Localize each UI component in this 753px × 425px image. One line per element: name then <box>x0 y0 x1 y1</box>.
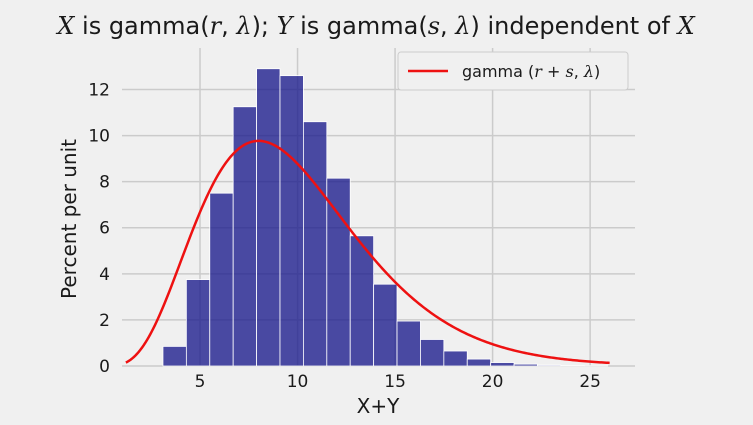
y-tick-label: 10 <box>88 127 110 147</box>
legend-box <box>397 51 629 91</box>
y-tick-label: 4 <box>99 265 110 285</box>
histogram-bar <box>490 362 515 367</box>
histogram-bar <box>513 363 538 367</box>
x-tick-label: 25 <box>579 372 601 392</box>
x-axis-label: X+Y <box>357 394 400 418</box>
histogram-bar <box>185 279 211 367</box>
histogram-bar <box>443 350 468 367</box>
grid-lines <box>122 48 635 367</box>
x-tick-labels: 5 10 15 20 25 <box>195 372 601 392</box>
histogram-bar <box>326 177 351 367</box>
x-tick-label: 15 <box>384 372 406 392</box>
histogram-bar <box>420 339 445 367</box>
y-tick-label: 0 <box>99 357 110 377</box>
histogram-bar <box>256 68 281 367</box>
legend: gamma (r + s, λ) <box>397 51 629 91</box>
histogram-bar <box>162 346 187 367</box>
gamma-density-curve <box>125 139 610 365</box>
y-tick-labels: 0 2 4 6 8 10 12 <box>88 80 110 377</box>
legend-curve-label: gamma (r + s, λ) <box>462 62 600 81</box>
chart-title: X is gamma(r, λ); Y is gamma(s, λ) indep… <box>55 12 695 40</box>
histogram-bars <box>162 68 609 367</box>
histogram-bar <box>537 364 562 367</box>
y-tick-label: 8 <box>99 173 110 193</box>
histogram-bar <box>209 192 234 367</box>
y-axis-label: Percent per unit <box>57 139 81 299</box>
x-tick-label: 5 <box>195 372 206 392</box>
x-tick-label: 10 <box>287 372 309 392</box>
histogram-bar <box>303 121 328 367</box>
histogram-bar <box>396 320 421 367</box>
y-tick-label: 6 <box>99 219 110 239</box>
y-tick-label: 2 <box>99 311 110 331</box>
histogram-bar <box>279 75 304 367</box>
y-tick-label: 12 <box>88 80 110 100</box>
histogram-bar <box>373 283 398 367</box>
histogram-bar <box>466 358 492 367</box>
x-tick-label: 20 <box>482 372 504 392</box>
